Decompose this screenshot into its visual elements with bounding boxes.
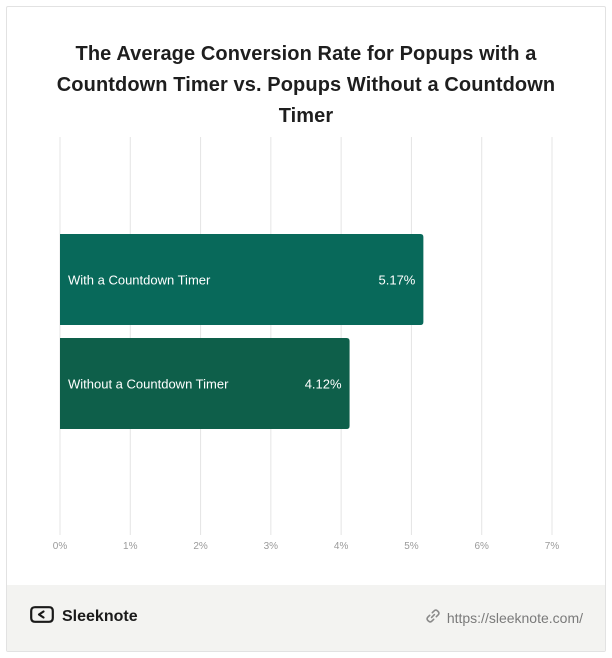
website-link[interactable]: https://sleeknote.com/ (425, 608, 583, 627)
bar (60, 234, 424, 325)
bar (60, 338, 350, 429)
x-tick-label: 6% (474, 541, 489, 552)
website-url: https://sleeknote.com/ (446, 609, 583, 626)
x-tick-label: 2% (193, 541, 208, 552)
brand-name: Sleeknote (62, 608, 138, 625)
bar-category-label: With a Countdown Timer (68, 273, 211, 288)
bar-chart: 0% 1% 2% 3% 4% 5% 6% 7% With a Countdown Timer 5.… (53, 137, 560, 552)
bar-value-label: 4.12% (305, 377, 342, 392)
chart-title: The Average Conversion Rate for Popups w… (56, 43, 556, 127)
brand[interactable]: Sleeknote (30, 606, 138, 628)
bar-value-label: 5.17% (379, 273, 416, 288)
x-tick-label: 7% (545, 541, 560, 552)
bar-category-label: Without a Countdown Timer (68, 377, 229, 392)
x-tick-label: 5% (404, 541, 419, 552)
chart-card: The Average Conversion Rate for Popups w… (6, 6, 606, 652)
sleeknote-logo-icon (30, 606, 54, 628)
x-tick-label: 4% (334, 541, 349, 552)
x-tick-label: 0% (53, 541, 68, 552)
footer: Sleeknote https://sleeknote.com/ (7, 585, 605, 651)
x-tick-label: 1% (123, 541, 138, 552)
link-icon (425, 608, 441, 627)
x-tick-label: 3% (264, 541, 279, 552)
